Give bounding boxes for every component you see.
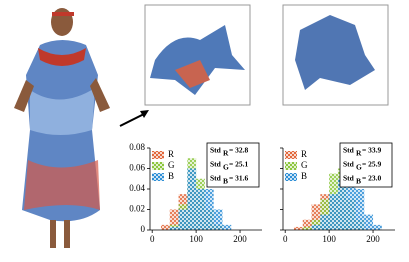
annotation-value: = 23.0 [362,174,382,183]
hist-bar [169,209,179,230]
hist-bar [302,226,312,230]
hist-bar [196,189,205,230]
annotation-label: Std [343,160,355,169]
y-tick-label: 0.04 [129,183,145,193]
hist-bar [302,219,312,230]
y-tick-label: 0.02 [129,204,145,214]
legend-label: R [301,149,307,159]
hist-bar [355,189,365,230]
legend-swatch [152,173,164,181]
cloth-image [295,15,375,90]
hist-bar [311,224,321,230]
y-tick-label: 0.06 [129,163,145,173]
x-tick-label: 0 [150,234,155,244]
legend-label: B [301,171,307,181]
annotation-label: Std [343,174,355,183]
annotation-subscript: B [356,177,361,186]
legend-swatch [152,162,164,170]
hist-bar [346,163,356,230]
hist-bar [329,194,338,230]
annotation-subscript: R [356,149,362,158]
legend-swatch [285,151,297,159]
annotation-value: = 25.1 [229,160,249,169]
hist-bar [169,226,179,230]
annotation-label: Std [210,160,222,169]
annotation-value: = 33.9 [362,146,382,155]
cloth-patch [175,60,210,88]
annotation-value: = 32.8 [229,146,249,155]
legend-label: G [301,160,308,170]
annotation-label: Std [343,146,355,155]
x-tick-label: 100 [189,234,203,244]
annotation-value: = 25.9 [362,160,382,169]
legend-swatch [285,173,297,181]
hist-bar [293,226,303,230]
x-tick-label: 0 [283,234,288,244]
hist-bar [160,224,170,230]
hist-bar [222,224,232,230]
arrow [119,112,147,127]
y-tick-label: 0 [141,224,146,234]
hist-bar [178,209,188,230]
person-photo [14,8,110,248]
arrow-head [140,110,149,118]
annotation-box [206,142,260,188]
hist-bar [373,224,382,230]
hist-bar [320,214,330,230]
hist-bar [337,178,347,230]
cloth-frame [144,4,251,106]
annotation-box [339,142,393,188]
hist-bar [204,189,214,230]
legend-swatch [285,162,297,170]
legend-label: B [168,171,174,181]
legend-label: R [168,149,174,159]
x-tick-label: 200 [366,234,380,244]
hist-bar [213,209,223,230]
hist-bar [364,214,374,230]
hist-bar [187,168,197,230]
legend-label: G [168,160,175,170]
hist-bar [311,204,321,230]
legend-swatch [152,151,164,159]
annotation-subscript: R [223,149,229,158]
x-tick-label: 100 [322,234,336,244]
cloth-image [150,25,245,95]
annotation-label: Std [210,146,222,155]
y-tick-label: 0.08 [129,142,145,152]
cloth-frame [282,4,389,106]
annotation-subscript: B [223,177,228,186]
x-tick-label: 200 [233,234,247,244]
annotation-label: Std [210,174,222,183]
annotation-value: = 31.6 [229,174,249,183]
annotation-subscript: G [356,163,362,172]
annotation-subscript: G [223,163,229,172]
